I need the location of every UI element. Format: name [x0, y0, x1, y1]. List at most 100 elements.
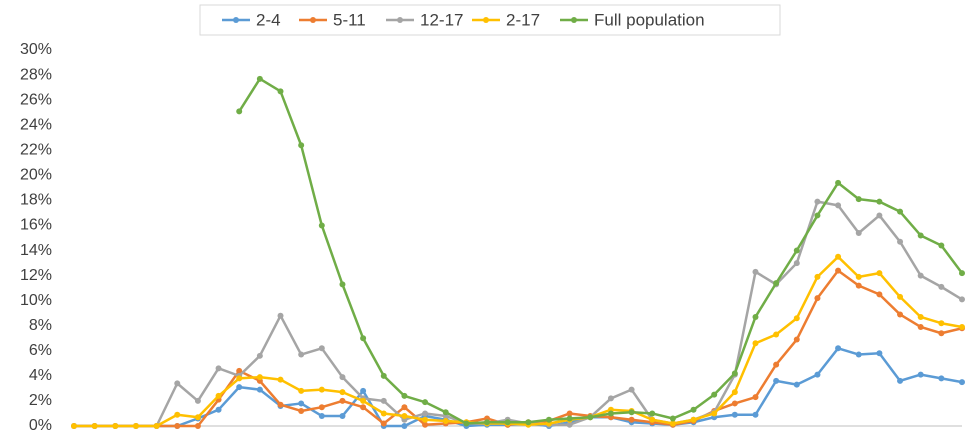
data-point	[793, 381, 800, 388]
data-point	[731, 411, 738, 418]
data-point	[649, 410, 656, 417]
data-point	[442, 417, 449, 424]
data-point	[463, 420, 470, 427]
data-point	[442, 409, 449, 416]
series-line	[238, 77, 964, 425]
series-line	[74, 269, 963, 428]
y-tick-label: 22%	[20, 141, 52, 158]
data-point	[339, 374, 346, 381]
data-point	[298, 387, 305, 394]
y-tick-label: 10%	[20, 292, 52, 309]
data-point	[545, 416, 552, 423]
data-point	[401, 392, 408, 399]
data-point	[814, 198, 821, 205]
data-point	[938, 283, 945, 290]
data-point	[236, 108, 243, 115]
data-point	[897, 311, 904, 318]
data-point	[318, 412, 325, 419]
data-point	[277, 376, 284, 383]
data-point	[298, 142, 305, 149]
data-point	[731, 370, 738, 377]
data-point	[793, 247, 800, 254]
data-point	[566, 415, 573, 422]
data-point	[339, 397, 346, 404]
data-point	[938, 320, 945, 327]
data-point	[525, 419, 532, 426]
data-point	[917, 371, 924, 378]
data-point	[484, 419, 491, 426]
legend-label: 2-4	[256, 10, 281, 29]
data-point	[360, 397, 367, 404]
data-point	[91, 423, 98, 429]
data-point	[215, 392, 222, 399]
data-point	[773, 280, 780, 287]
legend-label: Full population	[594, 10, 705, 29]
y-tick-label: 14%	[20, 242, 52, 259]
data-point	[318, 222, 325, 229]
data-point	[422, 416, 429, 423]
data-point	[711, 391, 718, 398]
data-point	[298, 351, 305, 358]
y-tick-label: 4%	[29, 367, 52, 384]
data-point	[277, 312, 284, 319]
data-point	[855, 351, 862, 358]
series-line	[74, 200, 963, 428]
y-tick-label: 24%	[20, 116, 52, 133]
data-point	[959, 296, 965, 303]
data-point	[360, 387, 367, 394]
data-point	[731, 389, 738, 396]
data-point	[174, 380, 181, 387]
data-point	[215, 365, 222, 372]
data-point	[153, 423, 160, 429]
data-point	[236, 375, 243, 382]
legend-label: 5-11	[333, 10, 366, 29]
data-point	[132, 423, 139, 429]
data-point	[731, 400, 738, 407]
data-point	[256, 352, 263, 359]
data-point	[773, 331, 780, 338]
data-point	[814, 212, 821, 219]
y-tick-label: 18%	[20, 192, 52, 209]
data-point	[917, 232, 924, 239]
y-tick-label: 26%	[20, 91, 52, 108]
data-point	[587, 414, 594, 421]
data-point	[194, 414, 201, 421]
y-tick-label: 2%	[29, 392, 52, 409]
legend-marker	[310, 17, 316, 23]
data-point	[959, 379, 965, 386]
data-point	[422, 399, 429, 406]
data-point	[236, 367, 243, 374]
data-point	[835, 267, 842, 274]
data-point	[876, 350, 883, 357]
data-point	[959, 323, 965, 330]
data-point	[917, 313, 924, 320]
legend-marker	[483, 17, 489, 23]
data-point	[360, 335, 367, 342]
data-point	[897, 208, 904, 215]
data-point	[339, 389, 346, 396]
y-tick-label: 30%	[20, 41, 52, 58]
legend-label: 12-17	[420, 10, 463, 29]
data-point	[793, 315, 800, 322]
data-point	[897, 293, 904, 300]
data-point	[380, 420, 387, 427]
data-point	[71, 423, 77, 429]
data-point	[752, 394, 759, 401]
data-point	[256, 374, 263, 381]
y-tick-label: 16%	[20, 217, 52, 234]
data-point	[876, 212, 883, 219]
data-point	[855, 229, 862, 236]
data-point	[897, 238, 904, 245]
y-tick-label: 12%	[20, 267, 52, 284]
data-point	[835, 179, 842, 186]
series-line	[74, 255, 963, 428]
data-point	[318, 386, 325, 393]
data-point	[752, 268, 759, 275]
data-point	[422, 410, 429, 417]
data-point	[959, 270, 965, 277]
data-point	[752, 411, 759, 418]
data-point	[876, 198, 883, 205]
data-point	[814, 295, 821, 302]
data-point	[256, 386, 263, 393]
legend-label: 2-17	[506, 10, 540, 29]
